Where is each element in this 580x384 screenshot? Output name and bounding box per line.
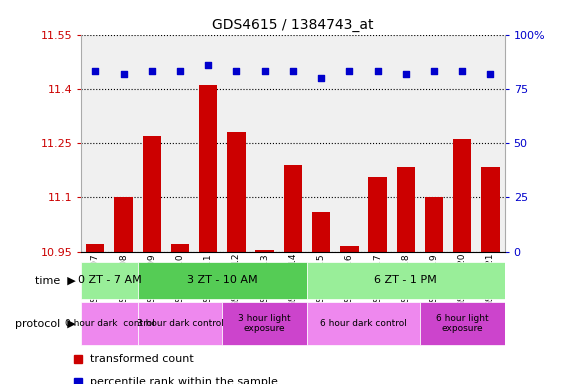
Point bbox=[90, 68, 100, 74]
Bar bbox=[222, 302, 307, 345]
Text: 3 ZT - 10 AM: 3 ZT - 10 AM bbox=[187, 275, 258, 285]
Bar bbox=[81, 302, 137, 345]
Point bbox=[458, 68, 467, 74]
Bar bbox=[307, 262, 505, 299]
Text: transformed count: transformed count bbox=[90, 354, 194, 364]
Point bbox=[486, 71, 495, 77]
Bar bbox=[340, 246, 358, 252]
Text: 6 hour light
exposure: 6 hour light exposure bbox=[436, 314, 488, 333]
Point bbox=[345, 68, 354, 74]
Bar bbox=[81, 262, 137, 299]
Bar bbox=[86, 244, 104, 252]
Bar bbox=[312, 212, 330, 252]
Point bbox=[260, 68, 269, 74]
Bar bbox=[284, 165, 302, 252]
Point bbox=[401, 71, 411, 77]
Text: 3 hour light
exposure: 3 hour light exposure bbox=[238, 314, 291, 333]
Bar bbox=[199, 85, 218, 252]
Point bbox=[373, 68, 382, 74]
Bar bbox=[137, 262, 307, 299]
Bar bbox=[307, 302, 420, 345]
Bar bbox=[171, 244, 189, 252]
Bar bbox=[137, 302, 222, 345]
Title: GDS4615 / 1384743_at: GDS4615 / 1384743_at bbox=[212, 18, 374, 32]
Bar bbox=[143, 136, 161, 252]
Point bbox=[175, 68, 184, 74]
Text: 0 hour dark  control: 0 hour dark control bbox=[64, 319, 154, 328]
Bar bbox=[420, 302, 505, 345]
Bar bbox=[481, 167, 499, 252]
Text: 6 hour dark control: 6 hour dark control bbox=[320, 319, 407, 328]
Text: 0 ZT - 7 AM: 0 ZT - 7 AM bbox=[78, 275, 142, 285]
Bar bbox=[397, 167, 415, 252]
Point bbox=[429, 68, 438, 74]
Point bbox=[204, 62, 213, 68]
Text: 3 hour dark control: 3 hour dark control bbox=[136, 319, 223, 328]
Point bbox=[119, 71, 128, 77]
Point bbox=[147, 68, 157, 74]
Text: 6 ZT - 1 PM: 6 ZT - 1 PM bbox=[375, 275, 437, 285]
Point bbox=[232, 68, 241, 74]
Bar bbox=[425, 197, 443, 252]
Point bbox=[288, 68, 298, 74]
Bar bbox=[453, 139, 472, 252]
Bar bbox=[227, 132, 245, 252]
Bar bbox=[256, 250, 274, 252]
Text: percentile rank within the sample: percentile rank within the sample bbox=[90, 377, 278, 384]
Text: protocol  ▶: protocol ▶ bbox=[14, 318, 75, 329]
Text: time  ▶: time ▶ bbox=[35, 275, 75, 285]
Bar bbox=[114, 197, 133, 252]
Bar bbox=[368, 177, 387, 252]
Point bbox=[317, 75, 326, 81]
